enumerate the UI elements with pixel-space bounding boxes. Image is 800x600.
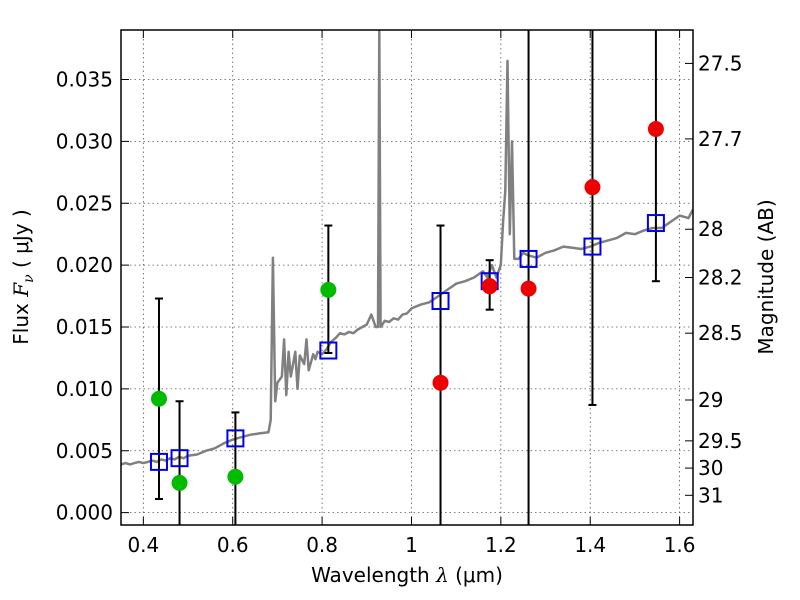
y-axis-title: Flux Fν ( μJy ) — [9, 209, 37, 344]
observed_detections-marker — [320, 281, 337, 298]
y-tick-label: 0.015 — [56, 315, 113, 339]
y-tick-label: 0.000 — [56, 501, 113, 525]
observed_other-marker — [481, 278, 498, 295]
y-tick-label: 0.010 — [56, 377, 113, 401]
x-tick-label: 1 — [405, 533, 418, 557]
plot-data — [121, 30, 693, 525]
mag-tick-label: 29 — [698, 388, 723, 412]
model-square-marker — [170, 449, 189, 468]
observed_detections-marker — [227, 468, 244, 485]
model-square-marker — [646, 214, 665, 233]
model-square-marker — [583, 237, 602, 256]
ticks: 0.4 0.6 0.8 1 1.2 1.4 1.6 0.000 0.005 0.010 0.015 0… — [56, 30, 743, 557]
mag-tick-label: 30 — [698, 456, 723, 480]
y-tick-label: 0.025 — [56, 191, 113, 215]
model-square-marker — [431, 292, 450, 311]
mag-tick-label: 28.5 — [698, 321, 743, 345]
observed_other-marker — [584, 179, 601, 196]
x-tick-label: 0.4 — [127, 533, 159, 557]
mag-tick-label: 29.5 — [698, 429, 743, 453]
mag-tick-label: 31 — [698, 483, 723, 507]
observed_other-marker — [520, 280, 537, 297]
model-square-marker — [519, 249, 538, 268]
x-tick-label: 0.6 — [217, 533, 249, 557]
x-tick-label: 0.8 — [306, 533, 338, 557]
x-axis-title: Wavelength λ (μm) — [311, 563, 503, 587]
y-tick-label: 0.005 — [56, 439, 113, 463]
model-square-marker — [149, 452, 168, 471]
y2-axis-title: Magnitude (AB) — [754, 199, 778, 354]
model-square-marker — [226, 429, 245, 448]
observed_detections-marker — [150, 390, 167, 407]
observed_detections-marker — [171, 474, 188, 491]
y-tick-label: 0.020 — [56, 253, 113, 277]
y-tick-label: 0.030 — [56, 129, 113, 153]
y-tick-label: 0.035 — [56, 68, 113, 92]
grid — [121, 30, 693, 525]
mag-tick-label: 28 — [698, 217, 723, 241]
x-tick-label: 1.6 — [664, 533, 696, 557]
mag-tick-label: 27.7 — [698, 127, 743, 151]
mag-tick-label: 27.5 — [698, 51, 743, 75]
model-square-marker — [319, 341, 338, 360]
observed_other-marker — [647, 121, 664, 137]
x-tick-label: 1.4 — [574, 533, 606, 557]
spectrum-line — [121, 30, 693, 466]
mag-tick-label: 28.2 — [698, 266, 743, 290]
observed_other-marker — [432, 374, 449, 391]
x-tick-label: 1.2 — [485, 533, 517, 557]
